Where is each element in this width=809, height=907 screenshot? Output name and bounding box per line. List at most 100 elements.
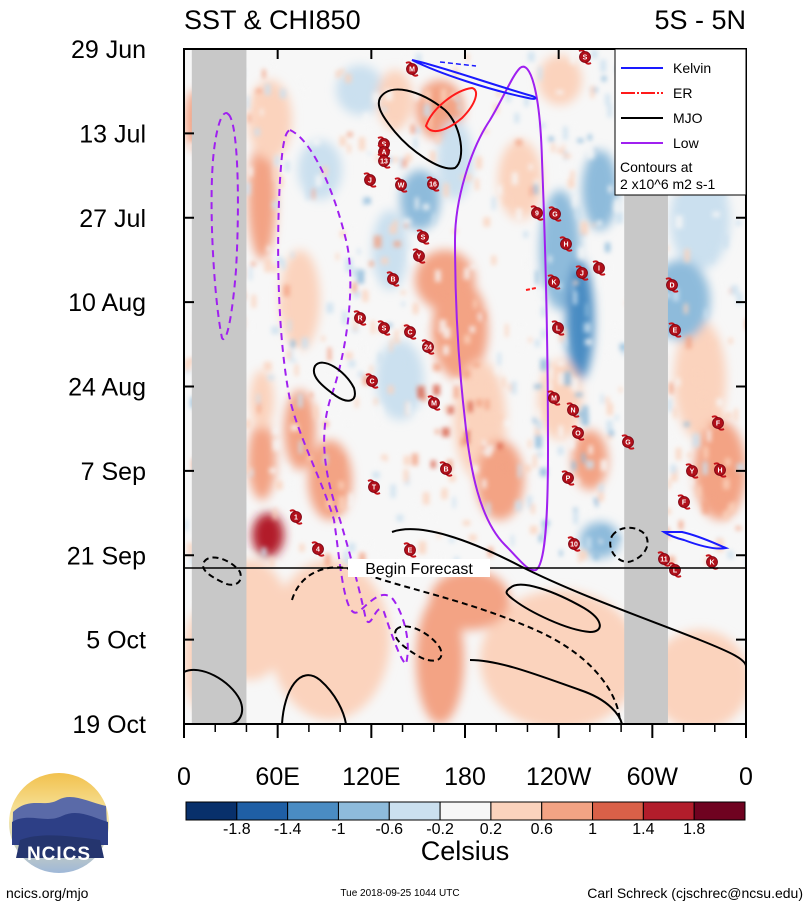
sst-anomaly-speck	[251, 294, 257, 308]
sst-anomaly-speck	[381, 257, 389, 265]
sst-anomaly-speck	[496, 414, 503, 421]
sst-anomaly-speck	[444, 404, 448, 412]
sst-anomaly-speck	[471, 464, 479, 474]
sst-anomaly-speck	[580, 550, 588, 560]
storm-marker-icon: I	[592, 260, 606, 276]
sst-anomaly-speck	[404, 153, 412, 162]
sst-anomaly-speck	[443, 327, 451, 339]
sst-anomaly-speck	[311, 188, 315, 200]
sst-anomaly-speck	[683, 422, 690, 427]
sst-anomaly-speck	[692, 433, 700, 448]
sst-anomaly-speck	[470, 326, 476, 333]
sst-anomaly-speck	[441, 489, 448, 500]
sst-anomaly-speck	[584, 339, 593, 345]
storm-label: 16	[429, 182, 437, 189]
low-contour	[210, 112, 239, 341]
sst-anomaly-speck	[707, 429, 712, 442]
sst-anomaly-speck	[284, 466, 289, 471]
sst-anomaly-speck	[581, 453, 586, 464]
sst-anomaly-speck	[415, 53, 422, 68]
sst-anomaly-speck	[269, 59, 276, 66]
sst-anomaly-speck	[377, 414, 381, 427]
sst-anomaly-speck	[598, 483, 604, 493]
sst-anomaly-speck	[327, 384, 332, 392]
sst-anomaly-speck	[585, 537, 592, 549]
storm-marker-icon: S	[578, 49, 592, 65]
sst-anomaly-speck	[389, 224, 398, 234]
storm-marker-icon: Y	[412, 248, 426, 264]
sst-anomaly-speck	[435, 429, 440, 435]
storm-label: F	[716, 421, 721, 428]
sst-anomaly-speck	[393, 120, 398, 129]
sst-anomaly-speck	[590, 85, 595, 99]
sst-anomaly-cell	[377, 70, 413, 130]
sst-anomaly-speck	[439, 319, 447, 333]
sst-anomaly-speck	[687, 452, 692, 458]
colorbar-label: 0.2	[480, 821, 502, 838]
colorbar-label: -1	[331, 821, 345, 838]
sst-anomaly-speck	[536, 408, 540, 421]
sst-anomaly-speck	[611, 189, 616, 195]
sst-anomaly-speck	[677, 484, 683, 499]
sst-anomaly-speck	[517, 464, 522, 478]
sst-anomaly-speck	[671, 467, 678, 482]
storm-label: S	[583, 55, 588, 62]
sst-anomaly-speck	[528, 337, 533, 343]
sst-anomaly-speck	[339, 516, 343, 523]
sst-anomaly-speck	[711, 340, 716, 348]
x-tick-label: 0	[739, 763, 753, 791]
colorbar-swatch	[642, 801, 695, 821]
sst-anomaly-speck	[433, 384, 440, 396]
sst-anomaly-speck	[290, 339, 296, 349]
sst-anomaly-speck	[340, 306, 345, 314]
y-tick-label: 19 Oct	[72, 711, 146, 739]
sst-anomaly-speck	[375, 154, 380, 162]
sst-anomaly-speck	[395, 322, 404, 330]
sst-anomaly-speck	[321, 166, 328, 176]
sst-anomaly-speck	[703, 446, 709, 459]
sst-anomaly-speck	[184, 519, 189, 531]
x-tick-label: 120W	[526, 763, 592, 791]
sst-anomaly-speck	[465, 53, 470, 62]
sst-anomaly-cell	[376, 340, 424, 420]
sst-anomaly-speck	[271, 326, 280, 335]
footer-author: Carl Schreck (cjschrec@ncsu.edu)	[587, 885, 803, 901]
sst-anomaly-speck	[533, 183, 539, 195]
sst-anomaly-speck	[736, 463, 745, 472]
sst-anomaly-speck	[411, 502, 417, 513]
sst-anomaly-speck	[260, 108, 264, 116]
sst-anomaly-speck	[338, 480, 343, 487]
sst-anomaly-cell	[270, 560, 390, 720]
sst-anomaly-speck	[558, 138, 563, 149]
storm-label: A	[381, 150, 386, 157]
sst-anomaly-speck	[356, 269, 365, 284]
storm-marker-icon: P	[561, 470, 575, 486]
sst-anomaly-speck	[567, 439, 575, 450]
sst-anomaly-speck	[435, 133, 441, 144]
legend: Kelvin ER MJO Low Contours at 2 x10^6 m2…	[614, 48, 747, 196]
sst-anomaly-speck	[482, 479, 487, 489]
storm-label: E	[408, 548, 413, 555]
sst-anomaly-speck	[277, 256, 282, 265]
y-tick-label: 21 Sep	[67, 542, 146, 570]
sst-anomaly-speck	[504, 323, 509, 337]
sst-anomaly-speck	[353, 291, 361, 298]
colorbar-swatch	[541, 801, 594, 821]
sst-anomaly-speck	[593, 147, 597, 153]
storm-marker-icon: T	[367, 479, 381, 495]
sst-anomaly-speck	[675, 378, 681, 387]
sst-anomaly-speck	[335, 253, 340, 260]
sst-anomaly-speck	[385, 89, 393, 101]
er-contour	[525, 287, 537, 291]
storm-label: H	[563, 242, 568, 249]
sst-anomaly-speck	[350, 225, 356, 230]
sst-anomaly-speck	[284, 160, 290, 172]
sst-anomaly-speck	[326, 499, 333, 509]
storm-marker-icon: 10	[567, 536, 581, 552]
footer-url[interactable]: ncics.org/mjo	[6, 885, 89, 901]
sst-anomaly-cell	[280, 250, 320, 350]
sst-anomaly-speck	[704, 308, 709, 319]
sst-anomaly-speck	[615, 211, 624, 224]
sst-anomaly-speck	[514, 113, 520, 124]
sst-anomaly-speck	[361, 355, 368, 366]
